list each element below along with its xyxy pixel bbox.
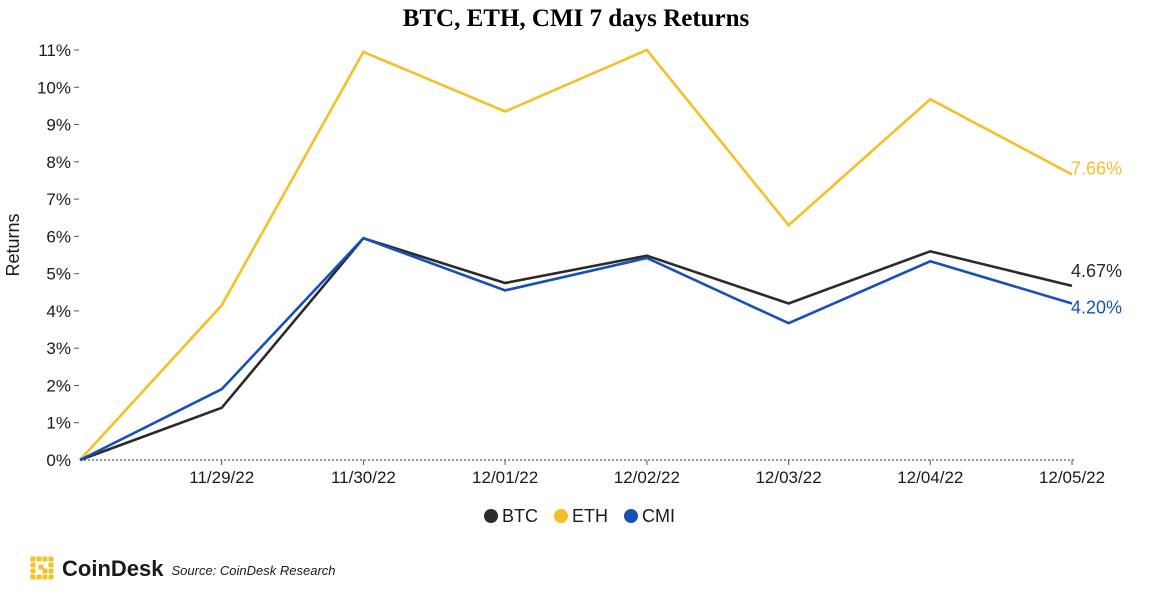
y-tick-label: 6% <box>46 227 71 246</box>
series-line-eth <box>79 48 1073 461</box>
legend-marker <box>484 509 498 523</box>
x-tick-label: 11/29/22 <box>189 468 254 487</box>
series-line-btc <box>79 236 1073 462</box>
y-tick-label: 4% <box>46 302 71 321</box>
legend-item-btc: BTC <box>484 506 538 526</box>
legend-label: CMI <box>642 506 675 526</box>
y-tick-label: 8% <box>46 153 71 172</box>
y-tick-label: 0% <box>46 451 71 470</box>
brand-name: CoinDesk <box>62 556 164 581</box>
chart-title: BTC, ETH, CMI 7 days Returns <box>403 5 750 32</box>
x-axis: 11/29/22 11/30/22 12/01/22 12/02/22 12/03/22… <box>80 459 1105 487</box>
brand-footer: CoinDesk Source: CoinDesk Research <box>30 556 336 582</box>
end-label-cmi: 4.20% <box>1071 297 1122 317</box>
y-axis: 0% 1% 2% 3% 4% 5% 6% 7% 8% 9% 10% 11% <box>37 41 79 470</box>
y-tick-label: 1% <box>46 414 71 433</box>
y-tick-label: 2% <box>46 376 71 395</box>
y-tick-label: 9% <box>46 116 71 135</box>
line-chart: BTC, ETH, CMI 7 days Returns Returns 0% 1… <box>3 5 1122 526</box>
y-tick-label: 5% <box>46 265 71 284</box>
x-tick-label: 12/01/22 <box>472 468 538 487</box>
y-tick-label: 11% <box>38 41 71 60</box>
y-tick-label: 3% <box>46 339 71 358</box>
legend-item-cmi: CMI <box>624 506 675 526</box>
series-line-cmi <box>79 236 1073 462</box>
source-note: Source: CoinDesk Research <box>171 563 336 578</box>
x-tick-label: 11/30/22 <box>331 468 396 487</box>
legend-label: ETH <box>572 506 608 526</box>
x-tick-label: 12/04/22 <box>897 468 963 487</box>
x-tick-label: 12/02/22 <box>614 468 680 487</box>
coindesk-logo-icon <box>30 556 54 580</box>
x-tick-label: 12/05/22 <box>1039 468 1105 487</box>
end-label-btc: 4.67% <box>1071 261 1122 281</box>
end-label-eth: 7.66% <box>1071 158 1122 178</box>
x-tick-label: 12/03/22 <box>755 468 821 487</box>
series-layer <box>79 48 1073 462</box>
y-tick-label: 10% <box>37 78 71 97</box>
legend-item-eth: ETH <box>554 506 608 526</box>
legend-marker <box>554 509 568 523</box>
y-axis-title: Returns <box>3 213 23 276</box>
legend: BTC ETH CMI <box>484 506 675 526</box>
legend-label: BTC <box>502 506 538 526</box>
y-tick-label: 7% <box>46 190 71 209</box>
legend-marker <box>624 509 638 523</box>
end-labels: 4.67% 7.66% 4.20% <box>1071 158 1122 317</box>
